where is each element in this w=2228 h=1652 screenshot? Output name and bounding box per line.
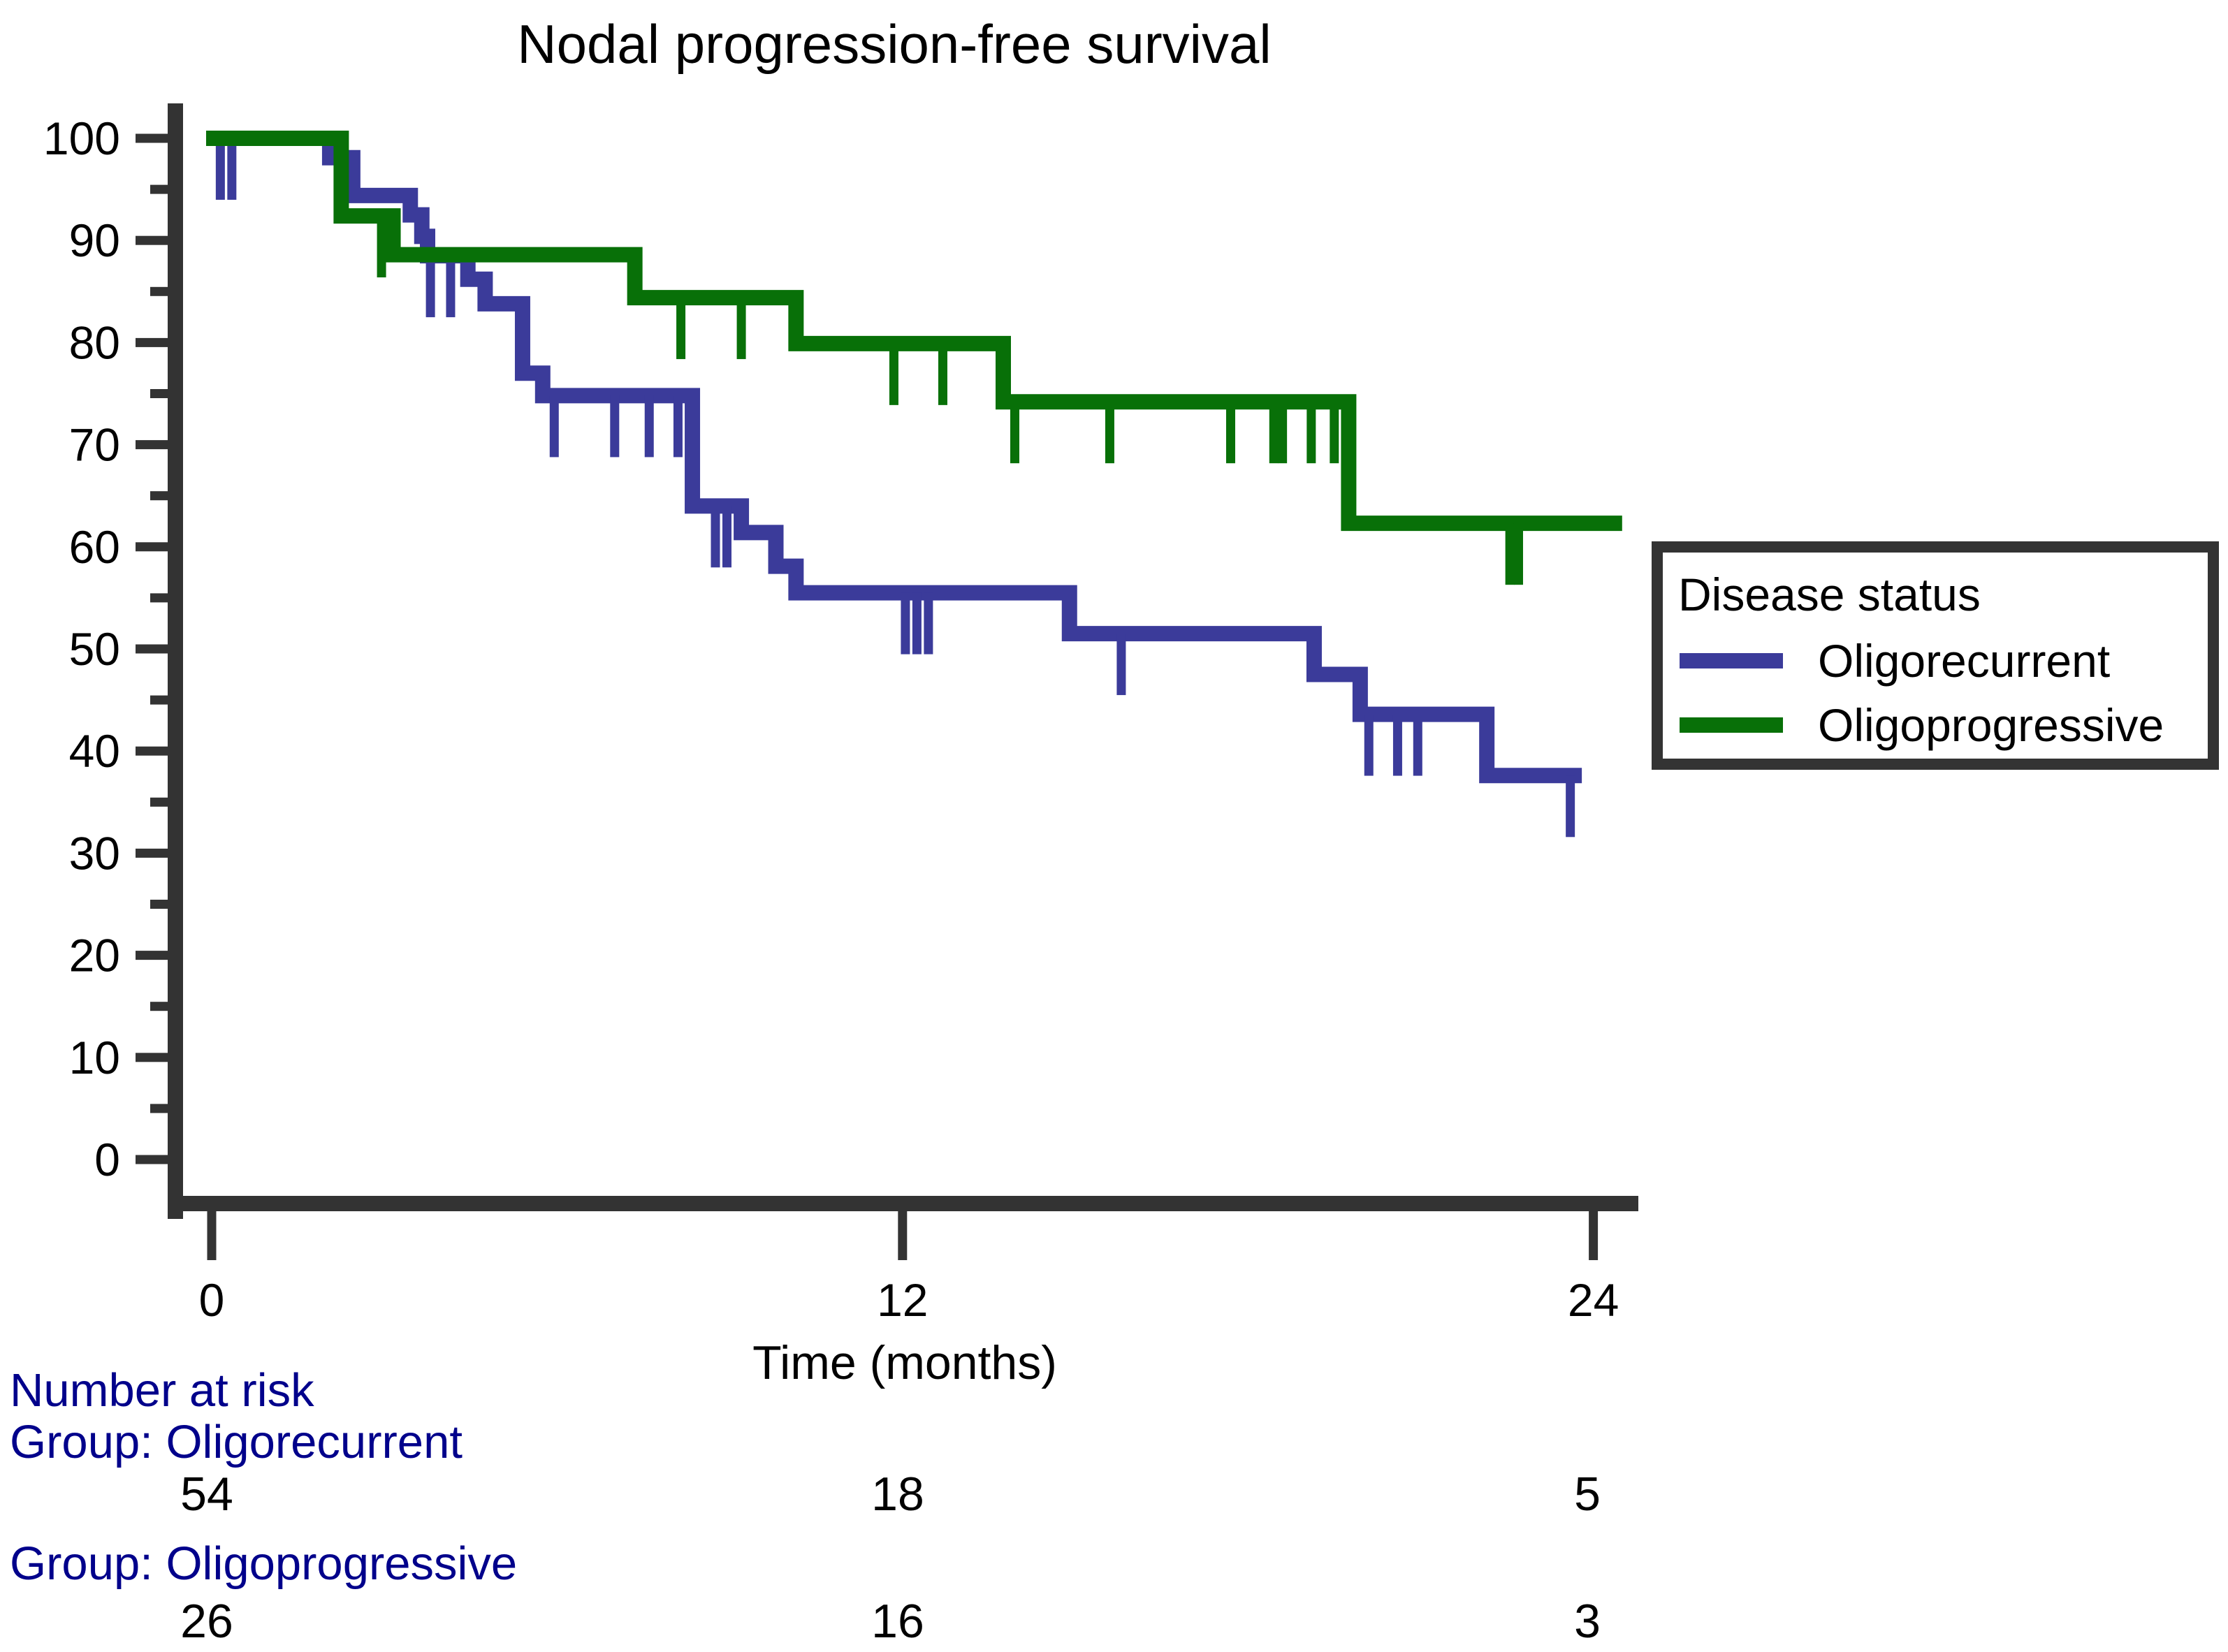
censor-tick	[938, 343, 947, 405]
censor-tick	[425, 256, 435, 318]
y-tick-label: 100	[43, 112, 120, 164]
censor-tick	[1225, 402, 1235, 464]
survival-curve	[206, 131, 1622, 532]
legend-item-label: Oligoprogressive	[1818, 699, 2164, 751]
legend-item-label: Oligorecurrent	[1818, 635, 2111, 687]
chart-title: Nodal progression-free survival	[517, 13, 1272, 75]
censor-tick	[673, 395, 683, 458]
risk-count: 26	[180, 1595, 233, 1648]
censor-tick	[215, 138, 225, 200]
risk-table-header: Number at risk	[10, 1364, 314, 1417]
censor-tick	[1364, 714, 1374, 776]
censor-tick	[644, 395, 654, 458]
censor-tick	[676, 298, 686, 360]
censor-tick	[377, 216, 386, 278]
risk-group-label-oligoprogressive: Group: Oligoprogressive	[10, 1537, 518, 1590]
censor-tick	[1116, 634, 1126, 696]
y-tick-label: 40	[69, 725, 120, 777]
risk-count: 18	[871, 1468, 924, 1521]
censor-tick	[912, 592, 922, 655]
censor-tick	[1330, 402, 1339, 464]
censor-tick	[227, 138, 237, 200]
legend-line-sample-green	[1680, 717, 1783, 733]
censor-tick	[610, 395, 620, 458]
censor-tick	[889, 343, 898, 405]
risk-group-label-oligorecurrent: Group: Oligorecurrent	[10, 1416, 463, 1468]
censor-tick	[1306, 402, 1316, 464]
y-tick-label: 0	[94, 1134, 120, 1185]
censor-tick	[736, 298, 746, 360]
y-tick-label: 30	[69, 827, 120, 879]
censor-tick	[1278, 402, 1288, 464]
series-oligorecurrent	[206, 131, 1582, 838]
risk-count: 5	[1574, 1468, 1601, 1521]
censor-tick	[711, 506, 720, 568]
x-tick-label: 12	[877, 1274, 928, 1326]
censor-tick	[1413, 714, 1422, 776]
x-axis: 0 12 24	[168, 1196, 1638, 1326]
censor-tick	[1010, 402, 1019, 464]
censor-tick	[901, 592, 910, 655]
y-tick-label: 60	[69, 521, 120, 573]
legend-line-sample-blue	[1680, 653, 1783, 668]
y-tick-label: 70	[69, 419, 120, 471]
censor-tick	[1505, 523, 1515, 585]
y-tick-label: 90	[69, 214, 120, 266]
x-tick-label: 24	[1568, 1274, 1619, 1326]
y-tick-label: 80	[69, 316, 120, 368]
x-axis-label: Time (months)	[752, 1336, 1057, 1389]
censor-tick	[722, 506, 731, 568]
censor-tick	[1105, 402, 1114, 464]
risk-count: 3	[1574, 1595, 1601, 1648]
y-tick-label: 50	[69, 623, 120, 675]
censor-tick	[446, 256, 456, 318]
censor-tick	[924, 592, 933, 655]
legend-box: Disease status Oligorecurrent Oligoprogr…	[1652, 541, 2219, 770]
y-tick-label: 20	[69, 930, 120, 981]
y-axis: 0 10 20 30 40 50 60 70 80 90 100	[43, 103, 183, 1219]
censor-tick	[1566, 775, 1575, 838]
legend-title: Disease status	[1678, 569, 1981, 620]
risk-count: 54	[180, 1468, 233, 1521]
series-oligoprogressive	[206, 131, 1622, 585]
censor-tick	[1392, 714, 1402, 776]
survival-curve	[206, 131, 1582, 784]
risk-count: 16	[871, 1595, 924, 1648]
x-tick-label: 0	[199, 1274, 225, 1326]
legend-item-oligoprogressive: Oligoprogressive	[1680, 699, 2164, 751]
censor-tick	[549, 395, 559, 458]
legend-item-oligorecurrent: Oligorecurrent	[1680, 635, 2111, 687]
censor-tick	[1513, 523, 1523, 585]
censor-tick	[1269, 402, 1279, 464]
y-tick-label: 10	[69, 1032, 120, 1083]
